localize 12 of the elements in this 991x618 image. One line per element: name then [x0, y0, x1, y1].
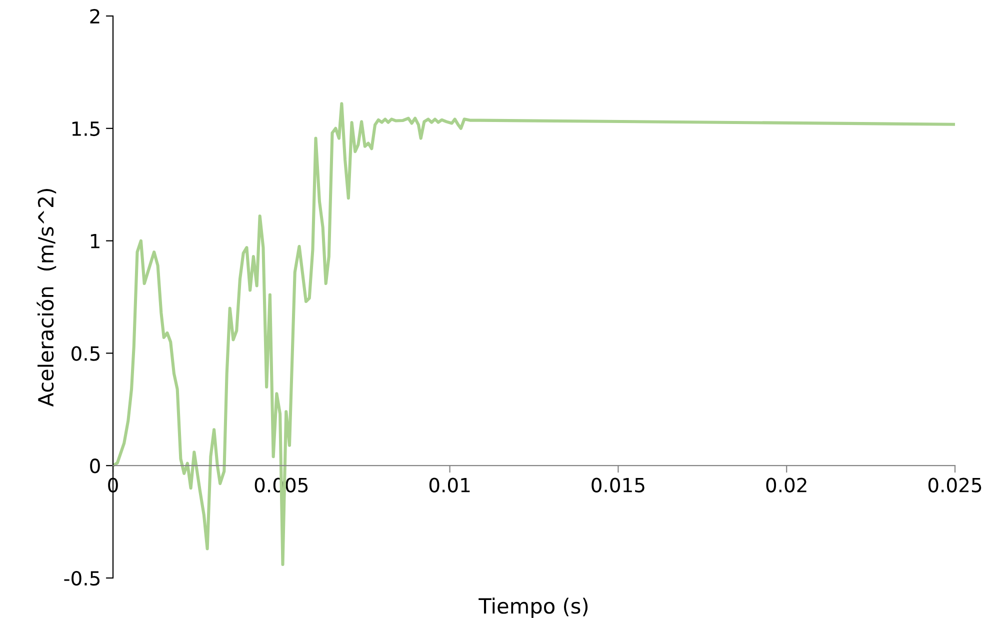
x-tick-label: 0.02	[766, 478, 806, 492]
y-axis-title: Aceleración (m/s^2)	[36, 188, 56, 407]
x-tick-label: 0.025	[928, 478, 982, 492]
y-tick-label: 1.5	[72, 122, 100, 136]
x-axis-title: Tiempo (s)	[478, 598, 588, 618]
y-tick-label: 0	[90, 458, 100, 474]
y-tick-label: -0.5	[64, 570, 100, 586]
y-tick-label: 2	[90, 8, 100, 24]
x-tick-label: 0.015	[592, 478, 644, 492]
y-tick-label: 1	[90, 234, 100, 248]
x-tick-label: 0.01	[429, 478, 470, 492]
y-tick-label: 0.5	[72, 346, 100, 361]
